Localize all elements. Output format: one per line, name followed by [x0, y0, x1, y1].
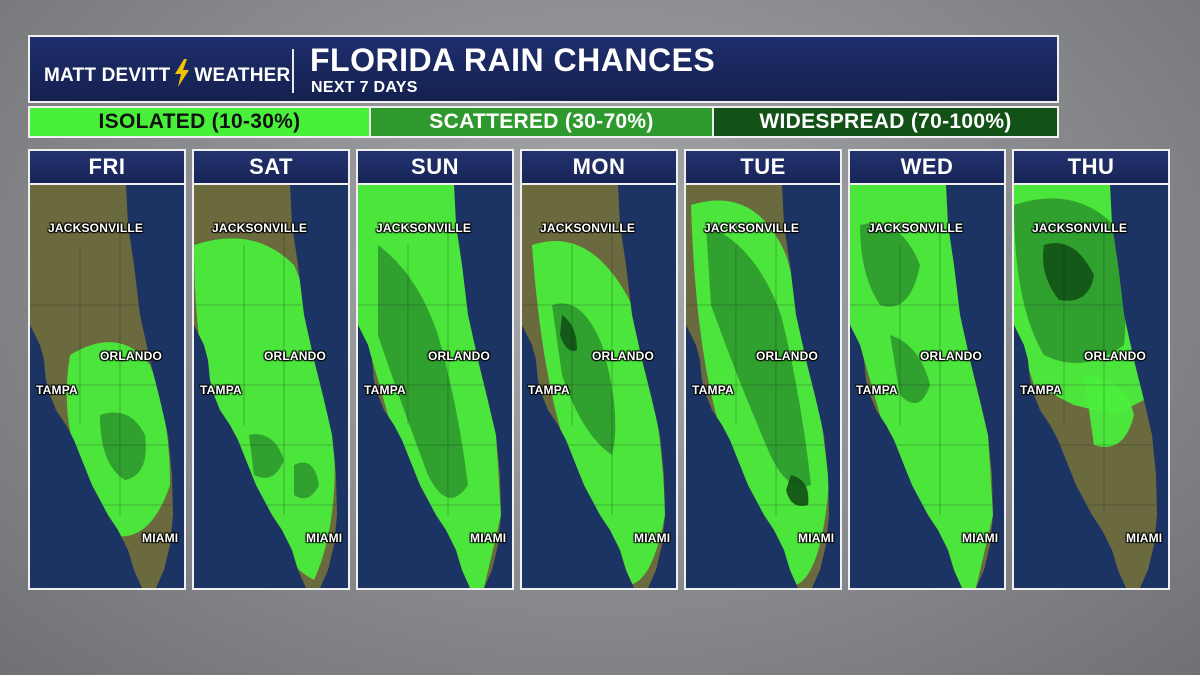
city-label-tampa: TAMPA	[36, 383, 78, 397]
day-panel-tue: TUE JACKSONVILLE ORLANDO TAMPA MIAMI	[684, 149, 842, 590]
city-label-jacksonville: JACKSONVILLE	[868, 221, 964, 235]
city-label-jacksonville: JACKSONVILLE	[212, 221, 308, 235]
day-label: FRI	[30, 151, 184, 185]
city-label-miami: MIAMI	[1126, 531, 1163, 545]
city-label-jacksonville: JACKSONVILLE	[376, 221, 472, 235]
rain-area-sct	[378, 245, 468, 498]
header-banner: MATT DEVITT WEATHER FLORIDA RAIN CHANCES…	[28, 35, 1059, 103]
city-label-miami: MIAMI	[470, 531, 507, 545]
day-label: SUN	[358, 151, 512, 185]
city-label-miami: MIAMI	[634, 531, 671, 545]
legend: ISOLATED (10-30%) SCATTERED (30-70%) WID…	[28, 106, 1059, 138]
city-label-miami: MIAMI	[142, 531, 179, 545]
brand-logo: MATT DEVITT WEATHER	[44, 59, 290, 93]
city-label-jacksonville: JACKSONVILLE	[48, 221, 144, 235]
city-label-jacksonville: JACKSONVILLE	[704, 221, 800, 235]
city-label-jacksonville: JACKSONVILLE	[1032, 221, 1128, 235]
city-label-orlando: ORLANDO	[592, 349, 655, 363]
rain-area-iso	[1084, 375, 1134, 447]
city-label-miami: MIAMI	[306, 531, 343, 545]
city-label-tampa: TAMPA	[200, 383, 242, 397]
day-label: TUE	[686, 151, 840, 185]
rain-area-wide	[1043, 243, 1094, 301]
header-divider	[292, 49, 294, 93]
rain-area-sct	[294, 462, 319, 499]
day-panel-wed: WED JACKSONVILLE ORLANDO TAMPA MIAMI	[848, 149, 1006, 590]
page-subtitle: NEXT 7 DAYS	[311, 79, 418, 96]
city-label-miami: MIAMI	[962, 531, 999, 545]
rain-area-sct	[706, 225, 811, 487]
city-label-orlando: ORLANDO	[264, 349, 327, 363]
day-panel-thu: THU JACKSONVILLE ORLANDO TAMPA MIAMI	[1012, 149, 1170, 590]
lightning-bolt-icon	[173, 59, 191, 93]
day-label: THU	[1014, 151, 1168, 185]
brand-name-left: MATT DEVITT	[44, 65, 171, 86]
city-label-tampa: TAMPA	[1020, 383, 1062, 397]
city-label-orlando: ORLANDO	[1084, 349, 1147, 363]
florida-map	[522, 185, 676, 588]
legend-isolated: ISOLATED (10-30%)	[28, 106, 371, 138]
day-label: SAT	[194, 151, 348, 185]
day-label: WED	[850, 151, 1004, 185]
city-label-tampa: TAMPA	[528, 383, 570, 397]
rain-area-sct	[100, 412, 146, 480]
brand-name-right: WEATHER	[194, 65, 291, 86]
day-panel-fri: FRI JACKSONVILLE ORLANDO TAMPA MIAMI	[28, 149, 186, 590]
page-title: FLORIDA RAIN CHANCES	[310, 42, 716, 78]
day-panel-mon: MON JACKSONVILLE ORLANDO TAMPA MIAMI	[520, 149, 678, 590]
florida-map	[850, 185, 1004, 588]
florida-map	[686, 185, 840, 588]
city-label-orlando: ORLANDO	[100, 349, 163, 363]
city-label-tampa: TAMPA	[364, 383, 406, 397]
city-label-orlando: ORLANDO	[428, 349, 491, 363]
city-label-tampa: TAMPA	[856, 383, 898, 397]
city-label-tampa: TAMPA	[692, 383, 734, 397]
city-label-orlando: ORLANDO	[920, 349, 983, 363]
day-panel-sun: SUN JACKSONVILLE ORLANDO TAMPA MIAMI	[356, 149, 514, 590]
day-label: MON	[522, 151, 676, 185]
florida-map	[1014, 185, 1168, 588]
legend-widespread: WIDESPREAD (70-100%)	[714, 106, 1059, 138]
day-panel-sat: SAT JACKSONVILLE ORLANDO TAMPA MIAMI	[192, 149, 350, 590]
florida-map	[30, 185, 184, 588]
city-label-jacksonville: JACKSONVILLE	[540, 221, 636, 235]
florida-map	[194, 185, 348, 588]
rain-area-sct	[860, 223, 920, 307]
rain-area-wide	[560, 315, 577, 351]
city-label-orlando: ORLANDO	[756, 349, 819, 363]
florida-map	[358, 185, 512, 588]
city-label-miami: MIAMI	[798, 531, 835, 545]
rain-area-wide	[786, 475, 809, 506]
legend-scattered: SCATTERED (30-70%)	[371, 106, 714, 138]
